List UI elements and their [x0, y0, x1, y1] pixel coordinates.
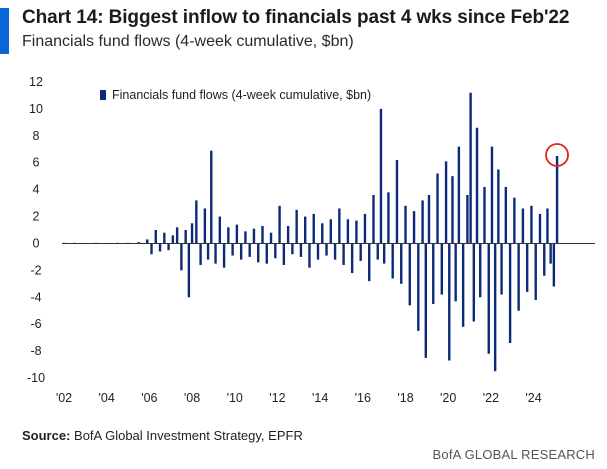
x-tick-label: '12 — [269, 391, 285, 405]
x-tick-label: '04 — [99, 391, 115, 405]
latest-value-highlight-circle — [545, 143, 569, 167]
y-tick-label: 2 — [33, 210, 40, 224]
y-tick-label: -2 — [30, 263, 41, 277]
title-accent-bar — [0, 8, 9, 54]
x-tick-label: '18 — [397, 391, 413, 405]
y-tick-label: 8 — [33, 129, 40, 143]
x-tick-label: '20 — [440, 391, 456, 405]
x-tick-label: '02 — [56, 391, 72, 405]
y-tick-label: -4 — [30, 290, 41, 304]
x-tick-label: '08 — [184, 391, 200, 405]
y-tick-label: 6 — [33, 156, 40, 170]
y-tick-label: 12 — [29, 75, 43, 89]
y-tick-label: -10 — [27, 371, 45, 385]
footer-brand: BofA GLOBAL RESEARCH — [432, 447, 595, 462]
x-tick-label: '16 — [355, 391, 371, 405]
source-note: Source: BofA Global Investment Strategy,… — [22, 428, 303, 443]
x-tick-label: '14 — [312, 391, 328, 405]
chart-subtitle: Financials fund flows (4-week cumulative… — [22, 33, 354, 50]
legend-swatch — [100, 90, 106, 100]
source-label: Source: — [22, 428, 71, 443]
x-tick-label: '22 — [483, 391, 499, 405]
x-tick-label: '10 — [227, 391, 243, 405]
y-tick-label: -6 — [30, 317, 41, 331]
chart-title: Chart 14: Biggest inflow to financials p… — [22, 7, 570, 28]
x-tick-label: '06 — [141, 391, 157, 405]
y-tick-label: -8 — [30, 344, 41, 358]
legend-label: Financials fund flows (4-week cumulative… — [112, 88, 372, 102]
source-text: BofA Global Investment Strategy, EPFR — [70, 428, 303, 443]
y-tick-label: 4 — [33, 183, 40, 197]
y-tick-label: 10 — [29, 102, 43, 116]
x-tick-label: '24 — [525, 391, 541, 405]
y-tick-label: 0 — [33, 236, 40, 250]
chart-legend: Financials fund flows (4-week cumulative… — [100, 88, 371, 102]
